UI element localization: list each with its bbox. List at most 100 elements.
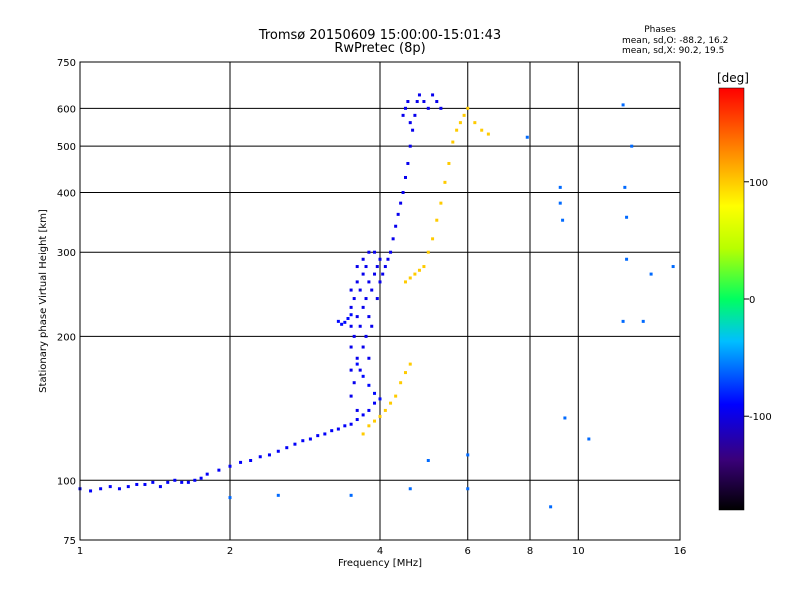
data-point [89,489,93,493]
data-point [630,144,634,148]
data-point [361,413,365,417]
data-point [413,272,417,276]
data-point [435,218,439,222]
data-point [108,485,112,489]
data-point [417,93,421,97]
colorbar-tick-label: 0 [749,295,755,306]
x-axis: 1 2 4 6 8 10 16 [77,546,687,557]
data-point [355,408,359,412]
data-point [364,334,368,338]
data-point [361,374,365,378]
data-point [403,280,407,284]
data-point [340,322,344,326]
data-point [349,324,353,328]
data-point [349,313,353,317]
stats-o-line: mean, sd,O: -88.2, 16.2 [622,36,728,46]
colorbar-tick-label: 100 [749,178,768,189]
data-point [381,272,385,276]
data-point [422,265,426,269]
data-point [301,439,305,443]
data-point [447,161,451,165]
data-point [408,144,412,148]
data-point [352,334,356,338]
data-point [352,297,356,301]
data-point [621,103,625,107]
data-point [355,362,359,366]
data-point [99,487,103,491]
data-point [285,446,289,450]
data-point [621,319,625,323]
data-point [158,485,162,489]
data-point [406,100,410,104]
data-point [346,316,350,320]
data-point [343,424,347,428]
grid-lines [80,62,680,540]
x-tick-label: 1 [77,546,83,557]
data-point [649,272,653,276]
chart-subtitle: RwPretec (8p) [334,41,425,56]
data-point [199,476,203,480]
data-point [361,305,365,309]
data-point [375,265,379,269]
data-point [399,201,403,205]
data-point [143,482,147,486]
data-point [431,93,435,97]
y-tick-label: 750 [57,58,76,69]
data-point [378,257,382,261]
data-point [336,319,340,323]
data-point [358,368,362,372]
data-point [361,257,365,261]
data-point [355,418,359,422]
data-point [370,324,374,328]
x-tick-label: 16 [674,546,687,557]
data-point [355,265,359,269]
data-point [349,422,353,426]
y-axis: 75 100 200 300 400 500 600 750 [57,58,76,547]
data-point [370,288,374,292]
data-point [413,113,417,117]
data-point [267,453,271,457]
plot-frame [79,61,681,541]
data-point [408,121,412,125]
x-tick-label: 6 [465,546,471,557]
data-point [367,356,371,360]
data-point [367,424,371,428]
data-points [78,93,675,509]
data-point [367,250,371,254]
data-point [411,128,415,132]
data-point [408,276,412,280]
data-point [361,432,365,436]
data-point [117,487,121,491]
y-axis-label: Stationary phase Virtual Height [km] [38,209,49,393]
data-point [135,482,139,486]
data-point [408,487,412,491]
data-point [549,505,553,509]
data-point [399,381,403,385]
data-point [205,472,209,476]
data-point [525,135,529,139]
data-point [561,218,565,222]
y-tick-label: 400 [57,188,76,199]
data-point [193,478,197,482]
stats-heading: Phases [644,25,676,35]
data-point [367,280,371,284]
data-point [426,106,430,110]
data-point [151,480,155,484]
data-point [249,458,253,462]
x-tick-label: 4 [377,546,383,557]
data-point [349,305,353,309]
data-point [458,121,462,125]
x-tick-label: 10 [572,546,585,557]
y-tick-label: 75 [63,536,76,547]
stats-x-line: mean, sd,X: 90.2, 19.5 [622,46,724,56]
data-point [394,224,398,228]
y-tick-label: 200 [57,332,76,343]
data-point [373,401,377,405]
data-point [276,449,280,453]
data-point [435,100,439,104]
data-point [166,480,170,484]
x-axis-label: Frequency [MHz] [338,558,422,569]
data-point [403,175,407,179]
data-point [358,288,362,292]
